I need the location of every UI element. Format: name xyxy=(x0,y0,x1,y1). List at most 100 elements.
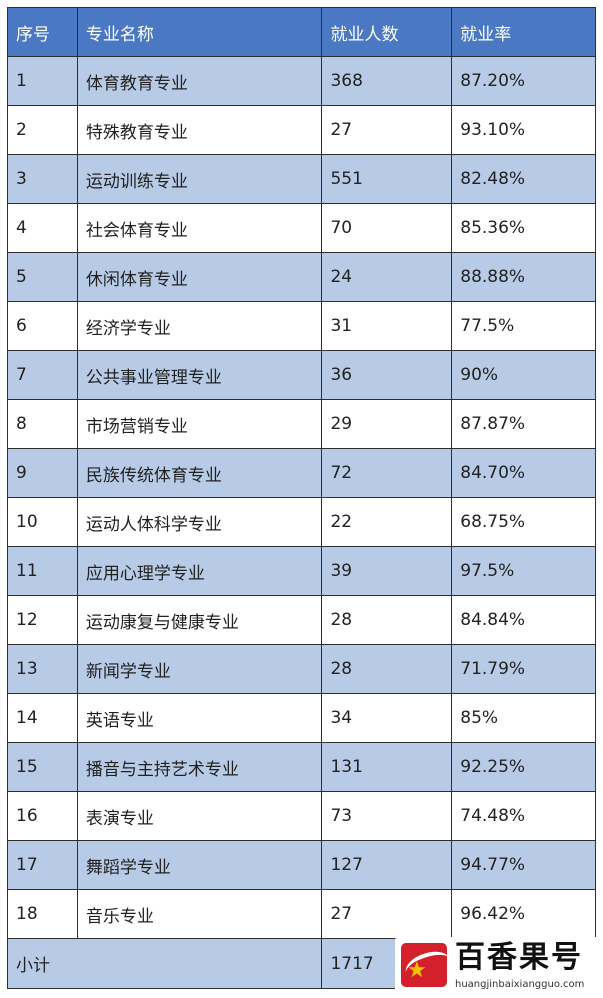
cell-serial: 8 xyxy=(8,400,78,449)
cell-employment-rate: 84.70% xyxy=(452,449,596,498)
cell-employed-count: 36 xyxy=(322,351,453,400)
table-row: 17 舞蹈学专业 127 94.77% xyxy=(8,841,596,890)
cell-employed-count: 127 xyxy=(322,841,453,890)
cell-serial: 1 xyxy=(8,57,78,106)
cell-serial: 17 xyxy=(8,841,78,890)
total-label: 小计 xyxy=(8,939,323,989)
watermark-url: huangjinbaixiangguo.com xyxy=(455,979,585,990)
header-employment-rate: 就业率 xyxy=(452,8,596,57)
cell-employment-rate: 77.5% xyxy=(452,302,596,351)
cell-employed-count: 31 xyxy=(322,302,453,351)
cell-employment-rate: 87.87% xyxy=(452,400,596,449)
cell-major-name: 应用心理学专业 xyxy=(77,547,323,596)
cell-serial: 10 xyxy=(8,498,78,547)
table-row: 11 应用心理学专业 39 97.5% xyxy=(8,547,596,596)
cell-employment-rate: 97.5% xyxy=(452,547,596,596)
cell-major-name: 表演专业 xyxy=(77,792,323,841)
cell-serial: 7 xyxy=(8,351,78,400)
cell-employed-count: 27 xyxy=(322,890,453,939)
cell-major-name: 经济学专业 xyxy=(77,302,323,351)
employment-table: 序号 专业名称 就业人数 就业率 1 体育教育专业 368 87.20% 2 特殊教育专业… xyxy=(7,7,596,989)
cell-employment-rate: 82.48% xyxy=(452,155,596,204)
table-row: 7 公共事业管理专业 36 90% xyxy=(8,351,596,400)
cell-major-name: 休闲体育专业 xyxy=(77,253,323,302)
cell-employment-rate: 94.77% xyxy=(452,841,596,890)
table-row: 4 社会体育专业 70 85.36% xyxy=(8,204,596,253)
cell-employed-count: 72 xyxy=(322,449,453,498)
table-row: 3 运动训练专业 551 82.48% xyxy=(8,155,596,204)
table-row: 1 体育教育专业 368 87.20% xyxy=(8,57,596,106)
cell-employed-count: 131 xyxy=(322,743,453,792)
cell-employment-rate: 85.36% xyxy=(452,204,596,253)
cell-employed-count: 27 xyxy=(322,106,453,155)
cell-major-name: 市场营销专业 xyxy=(77,400,323,449)
cell-employment-rate: 85% xyxy=(452,694,596,743)
cell-serial: 14 xyxy=(8,694,78,743)
cell-employed-count: 39 xyxy=(322,547,453,596)
cell-major-name: 社会体育专业 xyxy=(77,204,323,253)
cell-employment-rate: 93.10% xyxy=(452,106,596,155)
table-row: 8 市场营销专业 29 87.87% xyxy=(8,400,596,449)
table-row: 18 音乐专业 27 96.42% xyxy=(8,890,596,939)
table-row: 2 特殊教育专业 27 93.10% xyxy=(8,106,596,155)
cell-serial: 3 xyxy=(8,155,78,204)
cell-serial: 12 xyxy=(8,596,78,645)
cell-serial: 2 xyxy=(8,106,78,155)
cell-employment-rate: 87.20% xyxy=(452,57,596,106)
cell-major-name: 播音与主持艺术专业 xyxy=(77,743,323,792)
cell-employed-count: 368 xyxy=(322,57,453,106)
cell-serial: 15 xyxy=(8,743,78,792)
table-row: 12 运动康复与健康专业 28 84.84% xyxy=(8,596,596,645)
cell-employed-count: 551 xyxy=(322,155,453,204)
cell-serial: 13 xyxy=(8,645,78,694)
cell-employment-rate: 84.84% xyxy=(452,596,596,645)
cell-major-name: 运动训练专业 xyxy=(77,155,323,204)
cell-major-name: 英语专业 xyxy=(77,694,323,743)
cell-serial: 6 xyxy=(8,302,78,351)
cell-serial: 16 xyxy=(8,792,78,841)
table-row: 5 休闲体育专业 24 88.88% xyxy=(8,253,596,302)
table-row: 10 运动人体科学专业 22 68.75% xyxy=(8,498,596,547)
cell-employment-rate: 96.42% xyxy=(452,890,596,939)
cell-employed-count: 28 xyxy=(322,596,453,645)
cell-serial: 18 xyxy=(8,890,78,939)
cell-employed-count: 22 xyxy=(322,498,453,547)
cell-employed-count: 73 xyxy=(322,792,453,841)
cell-major-name: 运动人体科学专业 xyxy=(77,498,323,547)
watermark-logo-icon: ★ xyxy=(401,943,447,987)
cell-employed-count: 29 xyxy=(322,400,453,449)
table-row: 6 经济学专业 31 77.5% xyxy=(8,302,596,351)
cell-serial: 11 xyxy=(8,547,78,596)
cell-major-name: 公共事业管理专业 xyxy=(77,351,323,400)
cell-employed-count: 28 xyxy=(322,645,453,694)
cell-employment-rate: 71.79% xyxy=(452,645,596,694)
header-employed-count: 就业人数 xyxy=(322,8,453,57)
cell-employment-rate: 90% xyxy=(452,351,596,400)
cell-employment-rate: 92.25% xyxy=(452,743,596,792)
cell-employment-rate: 68.75% xyxy=(452,498,596,547)
table-row: 9 民族传统体育专业 72 84.70% xyxy=(8,449,596,498)
table-row: 15 播音与主持艺术专业 131 92.25% xyxy=(8,743,596,792)
cell-employed-count: 70 xyxy=(322,204,453,253)
cell-major-name: 新闻学专业 xyxy=(77,645,323,694)
cell-major-name: 民族传统体育专业 xyxy=(77,449,323,498)
cell-major-name: 特殊教育专业 xyxy=(77,106,323,155)
table-row: 14 英语专业 34 85% xyxy=(8,694,596,743)
cell-employment-rate: 88.88% xyxy=(452,253,596,302)
watermark: ★ 百香果号 huangjinbaixiangguo.com xyxy=(395,937,599,995)
table-row: 13 新闻学专业 28 71.79% xyxy=(8,645,596,694)
cell-major-name: 音乐专业 xyxy=(77,890,323,939)
cell-major-name: 运动康复与健康专业 xyxy=(77,596,323,645)
header-major-name: 专业名称 xyxy=(77,8,323,57)
cell-serial: 5 xyxy=(8,253,78,302)
cell-employment-rate: 74.48% xyxy=(452,792,596,841)
cell-serial: 9 xyxy=(8,449,78,498)
table-header-row: 序号 专业名称 就业人数 就业率 xyxy=(8,8,596,57)
header-serial: 序号 xyxy=(8,8,78,57)
watermark-title: 百香果号 xyxy=(455,940,583,975)
cell-major-name: 舞蹈学专业 xyxy=(77,841,323,890)
cell-employed-count: 34 xyxy=(322,694,453,743)
cell-serial: 4 xyxy=(8,204,78,253)
cell-major-name: 体育教育专业 xyxy=(77,57,323,106)
table-row: 16 表演专业 73 74.48% xyxy=(8,792,596,841)
